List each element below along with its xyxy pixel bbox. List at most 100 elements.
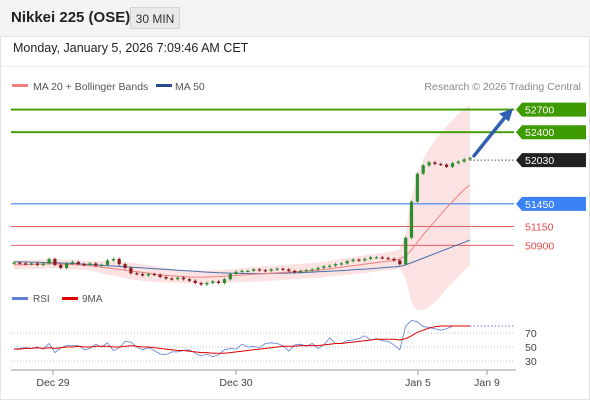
candle-body [82,264,86,266]
candle-body [222,279,227,283]
x-tick-label: Jan 9 [474,377,500,389]
timeframe-button[interactable]: 30 MIN [130,7,180,29]
level-label-52700: 52700 [525,105,554,117]
candle-body [345,261,349,264]
candle-body [18,262,22,264]
candle-body [193,280,197,283]
candle-body [88,263,92,265]
candle-body [409,201,414,238]
candle-body [427,162,431,166]
candle-body [398,260,402,265]
forecast-arrow-head [499,108,513,122]
legend: MA 20 + Bollinger Bands MA 50 Research ©… [12,81,581,93]
legend-swatch-9ma [62,297,78,300]
x-tick-label: Dec 29 [36,377,69,389]
candle-body [275,268,279,270]
legend-swatch-ma20 [12,84,28,87]
candle-body [287,269,291,271]
candle-body [105,260,110,265]
legend-label-9ma: 9MA [82,294,103,305]
candle-body [141,274,145,276]
candle-body [369,257,373,259]
candle-body [357,259,361,261]
candle-body [117,258,121,265]
candle-body [322,266,326,268]
candle-body [445,164,449,167]
candle-body [380,257,384,259]
rsi-plot: 70 50 30 [11,319,537,368]
candle-body [111,258,115,261]
level-tag-52400 [516,125,586,140]
candle-body [65,263,69,268]
rsi-tick-30: 30 [525,356,537,368]
candle-body [456,161,460,164]
rsi-tick-70: 70 [525,328,537,340]
candle-body [41,263,45,265]
candle-body [316,267,320,270]
legend-label-rsi: RSI [33,294,50,305]
candle-body [135,273,139,275]
candle-body [70,261,75,264]
candle-body [170,278,174,280]
candle-body [263,270,267,272]
level-tag-52030 [516,153,586,168]
rsi-series-9MA [14,325,470,354]
bollinger-band [14,105,470,311]
candle-body [374,257,379,259]
timestamp: Monday, January 5, 2026 7:09:46 AM CET [13,41,249,55]
level-label-51450: 51450 [525,199,554,211]
candle-body [421,165,425,174]
candle-body [433,162,437,164]
candle-body [24,263,28,265]
candle-body [211,281,215,283]
candle-body [468,157,472,160]
candle-body [386,258,390,260]
candle-body [152,274,156,276]
candle-body [269,269,273,271]
rsi-legend: RSI 9MA [12,294,103,305]
legend-label-ma20: MA 20 + Bollinger Bands [33,81,148,93]
candle-body [351,259,355,262]
candle-body [339,263,343,265]
candle-body [76,261,80,265]
candle-body [462,159,466,162]
candle-body [439,163,443,166]
candle-body [123,264,127,268]
candle-body [53,258,57,265]
level-tag-51450 [516,196,586,211]
candle-body [228,274,232,280]
level-label-50900: 50900 [525,240,554,252]
candle-body [240,270,244,273]
candle-body [234,271,238,274]
candle-body [29,263,34,265]
rsi-tick-50: 50 [525,342,537,354]
candle-body [100,264,104,267]
candle-body [246,270,250,273]
level-label-52400: 52400 [525,127,554,139]
candle-body [181,277,186,280]
candle-body [310,269,314,271]
candle-body [164,277,168,279]
legend-swatch-ma50 [156,84,172,87]
x-tick-label: Dec 30 [219,377,252,389]
candle-body [187,279,191,281]
level-label-51150: 51150 [525,221,554,233]
candle-body [205,283,209,285]
candle-body [59,264,63,268]
candle-body [392,258,396,261]
candle-body [158,274,162,277]
header-divider [0,66,590,67]
forecast-arrow-shaft [472,111,510,158]
candle-body [333,264,338,266]
instrument-title: Nikkei 225 (OSE) [11,9,131,26]
candle-body [304,270,308,272]
candle-body [12,262,16,264]
candle-body [415,173,419,202]
candle-body [328,265,332,267]
candle-body [363,258,367,261]
candle-body [146,274,151,276]
price-plot: 52700 52400 52030 51450 51150 50900 [11,102,586,311]
header-bar: Nikkei 225 (OSE) 30 MIN [0,0,590,37]
x-tick-label: Jan 5 [405,377,431,389]
candle-body [281,268,285,270]
